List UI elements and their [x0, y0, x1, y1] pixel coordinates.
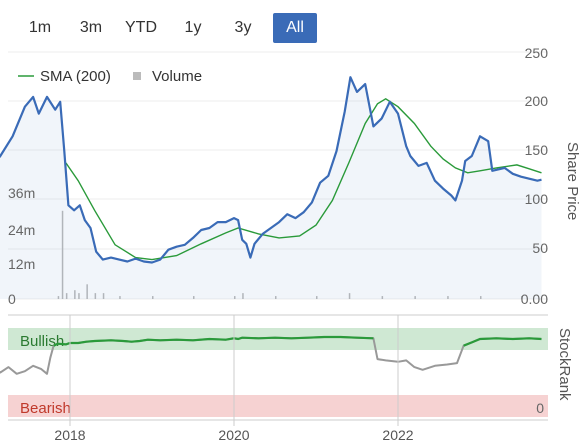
volume-bar [480, 296, 482, 299]
sma-legend-label[interactable]: SMA (200) [40, 68, 111, 85]
volume-bar [119, 296, 121, 299]
price-tick-label: 0.00 [521, 291, 548, 307]
bearish-label: Bearish [20, 400, 71, 417]
volume-bar [193, 296, 195, 299]
volume-bar [102, 293, 105, 299]
stockrank-bullish-line [53, 335, 374, 347]
volume-bar [316, 296, 318, 299]
range-button-3m[interactable]: 3m [79, 19, 103, 36]
x-axis-ticks: 2018 2020 2022 [54, 315, 414, 443]
volume-bars [57, 210, 523, 299]
volume-bar [447, 296, 449, 299]
volume-legend-label[interactable]: Volume [152, 68, 202, 85]
volume-bar [86, 284, 88, 299]
share-price-line [0, 76, 542, 264]
range-button-ytd[interactable]: YTD [125, 19, 157, 36]
price-tick-label: 200 [525, 93, 549, 109]
volume-bar [242, 293, 244, 299]
price-tick-label: 50 [532, 240, 548, 256]
range-button-all[interactable]: All [273, 13, 317, 43]
price-tick-label: 250 [525, 45, 549, 61]
bearish-band [8, 395, 548, 417]
price-tick-label: 150 [525, 142, 549, 158]
price-axis-title: Share Price [564, 142, 579, 220]
volume-legend-swatch [133, 72, 141, 80]
volume-bar [234, 296, 236, 299]
volume-bar [521, 296, 523, 299]
volume-tick-label: 12m [8, 256, 35, 272]
bullish-label: Bullish [20, 333, 64, 350]
volume-tick-label: 24m [8, 222, 35, 238]
volume-bar [94, 293, 97, 299]
volume-bar [381, 296, 384, 299]
price-tick-label: 100 [525, 191, 549, 207]
bullish-band [8, 328, 548, 350]
stockrank-bullish-segment [53, 335, 542, 347]
range-button-1m[interactable]: 1m [28, 19, 52, 36]
range-button-1y[interactable]: 1y [184, 19, 202, 36]
sma-200-line [65, 97, 542, 261]
x-tick-label: 2022 [382, 427, 413, 443]
stockrank-bullish-line [463, 337, 542, 347]
stockrank-axis-title: StockRank [556, 328, 573, 401]
volume-bar [275, 296, 277, 299]
volume-tick-label: 0 [8, 291, 16, 307]
volume-bar [152, 296, 154, 299]
volume-bar [61, 210, 64, 299]
price-area-fill [0, 77, 542, 299]
grid-lines [8, 51, 548, 300]
volume-bar [74, 290, 76, 299]
volume-tick-label: 36m [8, 185, 35, 201]
stockrank-zero-label: 0 [536, 400, 544, 416]
volume-bar [348, 293, 351, 299]
x-tick-label: 2018 [54, 427, 85, 443]
volume-bar [57, 296, 60, 299]
volume-bar [78, 293, 80, 299]
volume-bar [65, 293, 68, 299]
x-tick-label: 2020 [218, 427, 249, 443]
price-panel [8, 52, 548, 310]
range-button-3y[interactable]: 3y [234, 19, 252, 36]
volume-bar [414, 296, 416, 299]
